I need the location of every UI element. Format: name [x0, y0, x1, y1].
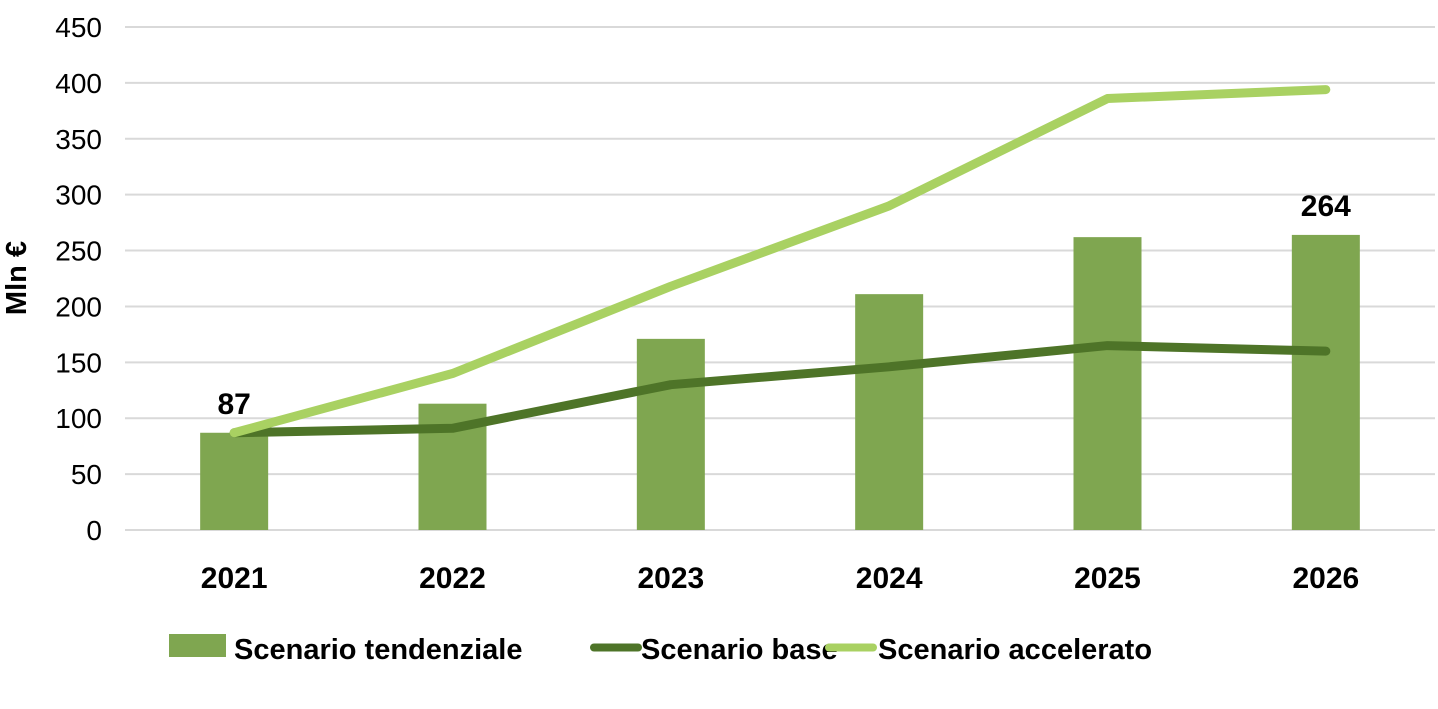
y-tick-label: 250: [55, 236, 102, 267]
bar-value-label-2021: 87: [217, 388, 250, 421]
x-tick-label-2021: 2021: [201, 562, 268, 595]
bar-value-label-2026: 264: [1301, 190, 1351, 223]
y-tick-label: 400: [55, 68, 102, 99]
bar-2021: [200, 432, 269, 530]
legend-label-scenario-accelerato: Scenario accelerato: [878, 634, 1152, 666]
legend-label-scenario-tendenziale: Scenario tendenziale: [234, 634, 523, 666]
y-axis-tick-labels: 450 400 350 300 250 200 150 100 50 0: [55, 12, 102, 546]
line-scenario-accelerato: [229, 85, 1331, 438]
bar-2025: [1073, 237, 1142, 531]
y-axis-title: Mln €: [1, 241, 33, 315]
bar-2023: [636, 338, 705, 530]
y-tick-label: 50: [71, 459, 102, 490]
line-series: [229, 85, 1331, 438]
bar-series: [200, 234, 1360, 531]
x-axis-tick-labels: 2021 2022 2023 2024 2025 2026: [201, 562, 1359, 595]
x-tick-label-2025: 2025: [1074, 562, 1141, 595]
line-scenario-base: [229, 341, 1331, 438]
y-tick-label: 100: [55, 403, 102, 434]
legend-label-scenario-base: Scenario base: [641, 634, 838, 666]
y-tick-label: 200: [55, 291, 102, 322]
y-tick-label: 450: [55, 12, 102, 43]
bar-2026: [1291, 234, 1360, 530]
y-tick-label: 300: [55, 180, 102, 211]
y-axis-title-text: Mln €: [1, 241, 33, 315]
bar-2024: [855, 294, 924, 530]
legend: Scenario tendenziale Scenario base Scenari…: [169, 634, 1152, 666]
x-tick-label-2022: 2022: [419, 562, 486, 595]
gridlines: [125, 26, 1435, 531]
y-tick-label: 150: [55, 347, 102, 378]
x-tick-label-2026: 2026: [1292, 562, 1359, 595]
x-tick-label-2024: 2024: [856, 562, 923, 595]
legend-swatch-bar: [169, 634, 226, 657]
x-tick-label-2023: 2023: [637, 562, 704, 595]
y-tick-label: 0: [86, 515, 102, 546]
data-labels: 87 264: [217, 190, 1351, 421]
y-tick-label: 350: [55, 124, 102, 155]
